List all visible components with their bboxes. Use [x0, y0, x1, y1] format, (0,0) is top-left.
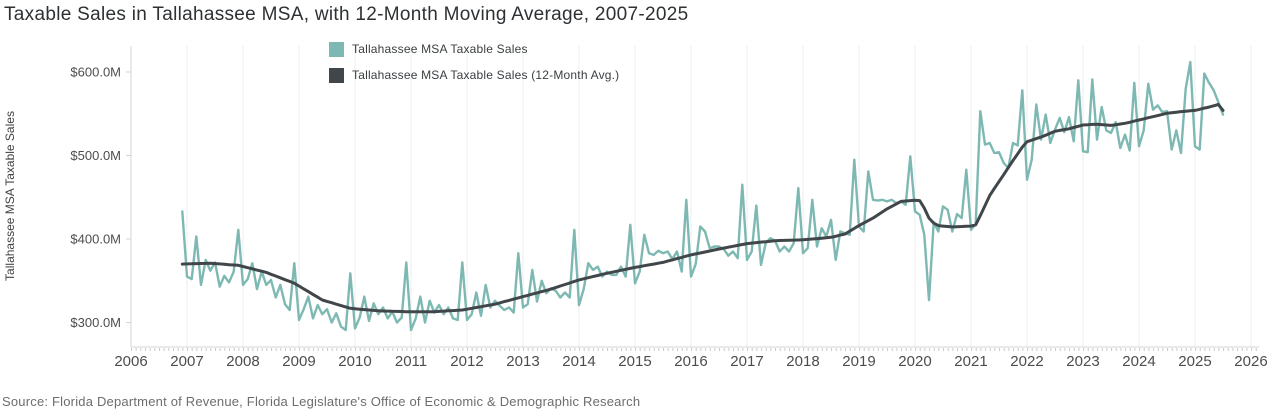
x-tick-label-2019: 2019 — [842, 353, 875, 370]
x-tick-label-2016: 2016 — [674, 353, 707, 370]
legend-swatch-sales-icon — [329, 41, 344, 57]
source-note: Source: Florida Department of Revenue, F… — [2, 394, 641, 409]
x-axis-labels: 2006 2007 2008 2009 2010 2011 2012 2013 2014 2015… — [114, 353, 1267, 370]
x-tick-label-2021: 2021 — [954, 353, 987, 370]
y-tick-label-600: $600.0M — [70, 64, 121, 79]
legend: Tallahassee MSA Taxable Sales Tallahasse… — [329, 36, 619, 88]
y-axis-title: Tallahassee MSA Taxable Sales — [3, 111, 17, 281]
x-tick-label-2018: 2018 — [786, 353, 819, 370]
legend-item-sales[interactable]: Tallahassee MSA Taxable Sales — [329, 36, 619, 62]
series-taxable-sales — [181, 60, 1225, 332]
x-tick-label-2008: 2008 — [226, 353, 259, 370]
x-tick-label-2007: 2007 — [170, 353, 203, 370]
x-tick-label-2023: 2023 — [1066, 353, 1099, 370]
series-12-month-avg — [180, 103, 1225, 314]
axes — [130, 46, 1259, 351]
x-tick-label-2022: 2022 — [1010, 353, 1043, 370]
x-tick-label-2006: 2006 — [114, 353, 147, 370]
y-tick-label-500: $500.0M — [70, 148, 121, 163]
x-tick-label-2012: 2012 — [450, 353, 483, 370]
legend-label-sales: Tallahassee MSA Taxable Sales — [352, 42, 528, 56]
x-tick-label-2013: 2013 — [506, 353, 539, 370]
chart-title: Taxable Sales in Tallahassee MSA, with 1… — [4, 4, 689, 25]
x-tick-label-2025: 2025 — [1178, 353, 1211, 370]
x-tick-label-2014: 2014 — [562, 353, 595, 370]
gridlines — [130, 46, 1252, 347]
x-tick-label-2024: 2024 — [1122, 353, 1155, 370]
y-axis-labels: $300.0M $400.0M $500.0M $600.0M — [70, 64, 131, 330]
legend-item-avg[interactable]: Tallahassee MSA Taxable Sales (12-Month … — [329, 62, 619, 88]
x-tick-label-2010: 2010 — [338, 353, 371, 370]
x-tick-label-2017: 2017 — [730, 353, 763, 370]
x-tick-label-2015: 2015 — [618, 353, 651, 370]
y-tick-label-400: $400.0M — [70, 232, 121, 247]
x-tick-label-2020: 2020 — [898, 353, 931, 370]
legend-label-avg: Tallahassee MSA Taxable Sales (12-Month … — [352, 68, 620, 82]
legend-swatch-avg-icon — [329, 67, 344, 83]
x-tick-label-2026: 2026 — [1234, 353, 1267, 370]
x-tick-label-2009: 2009 — [282, 353, 315, 370]
x-tick-label-2011: 2011 — [395, 353, 427, 370]
y-tick-label-300: $300.0M — [70, 315, 121, 330]
